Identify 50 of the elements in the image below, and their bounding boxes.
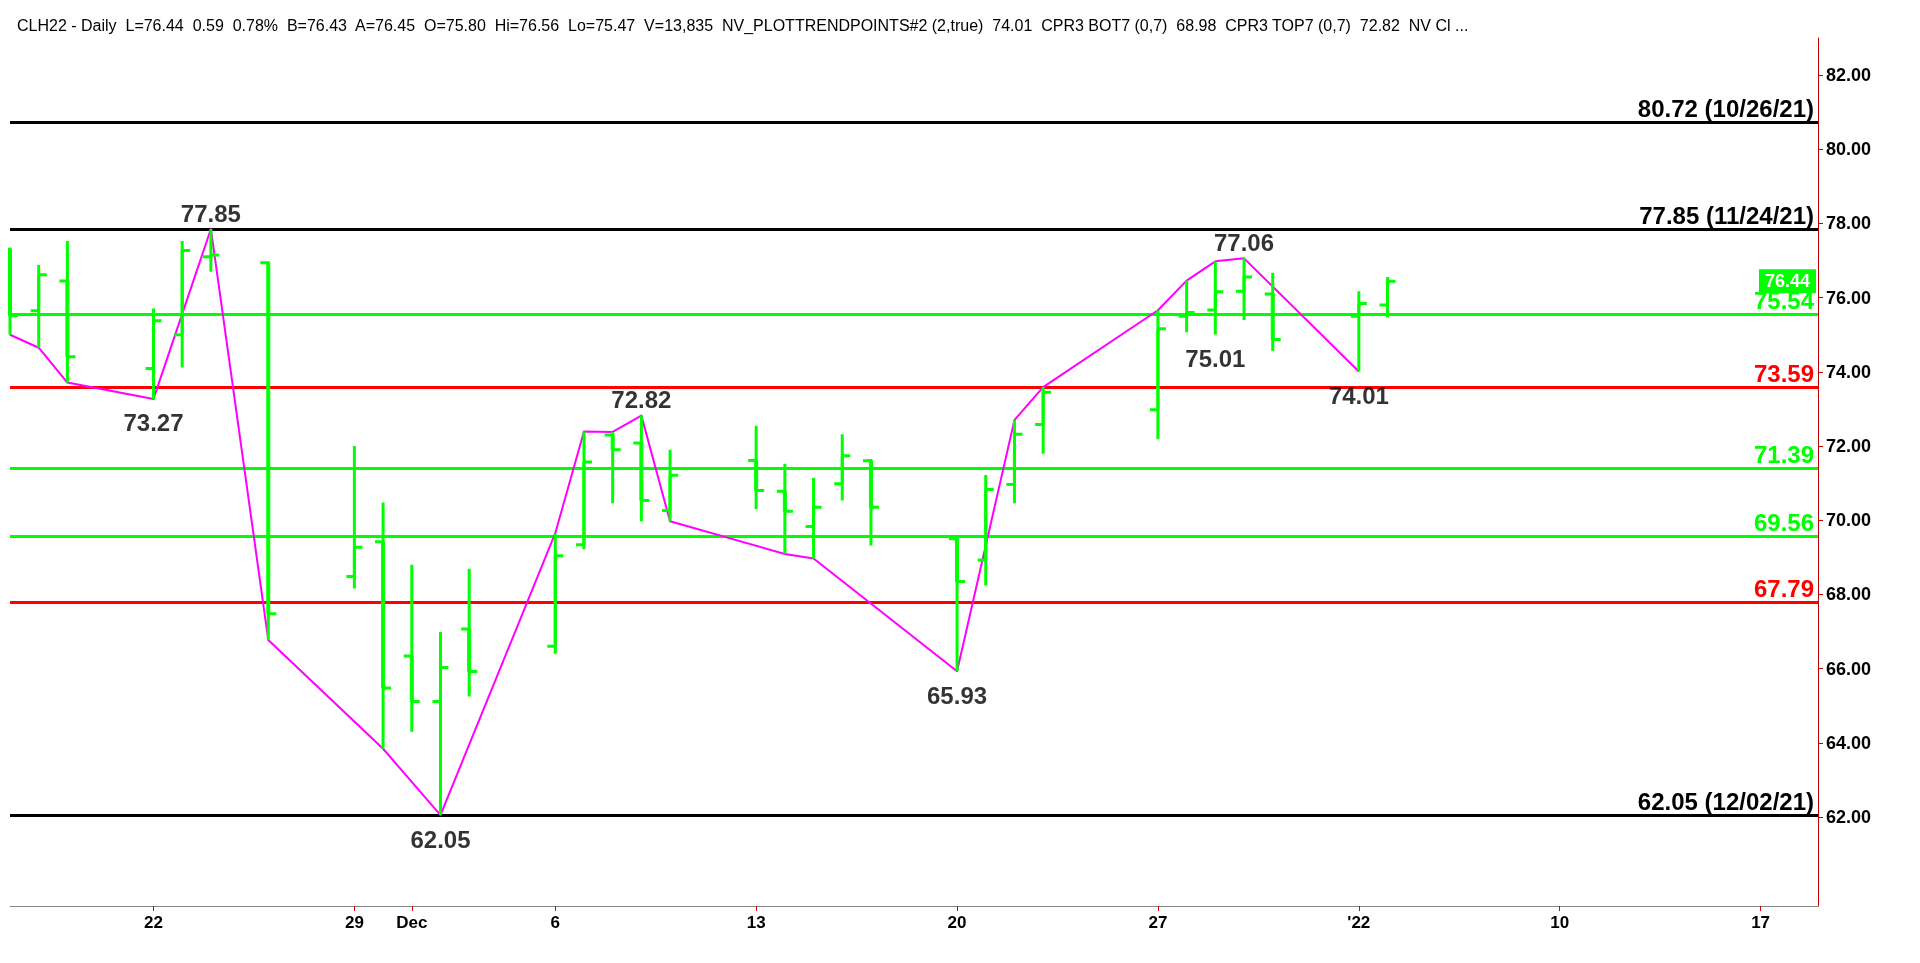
y-tick-label: 80.00 <box>1826 139 1872 160</box>
ref-line-label: 73.59 <box>1753 359 1814 387</box>
x-tick-label: 22 <box>144 913 163 932</box>
candlestick <box>1004 418 1024 505</box>
y-tick-label: 78.00 <box>1826 213 1872 234</box>
x-tick-label: 29 <box>344 913 364 932</box>
candlestick <box>57 239 77 385</box>
x-tick-label: '22 <box>1347 913 1371 932</box>
x-tick-label: 10 <box>1550 913 1570 932</box>
candlestick <box>430 630 450 817</box>
annotation: 76.44 <box>1764 271 1810 292</box>
candlestick <box>172 239 192 369</box>
annotation: 65.93 <box>927 681 988 709</box>
y-tick-label: 74.00 <box>1826 361 1872 382</box>
annotation: 77.06 <box>1214 228 1275 256</box>
y-tick-label: 76.00 <box>1826 287 1872 308</box>
y-tick-label: 64.00 <box>1826 732 1872 753</box>
ref-line-label: 77.85 (11/24/21) <box>1639 201 1814 229</box>
ref-line-label: 67.79 <box>1753 574 1814 602</box>
y-tick-label: 72.00 <box>1826 436 1872 457</box>
candlestick <box>832 432 852 503</box>
annotation: 72.82 <box>611 386 672 414</box>
candlestick <box>574 430 594 551</box>
x-tick-label: 13 <box>746 913 766 932</box>
x-tick-label: 27 <box>1148 913 1168 932</box>
y-tick-label: 82.00 <box>1826 65 1872 86</box>
ref-line-label: 69.56 <box>1753 509 1814 537</box>
ref-line-label: 80.72 (10/26/21) <box>1637 95 1814 123</box>
ref-line-label: 62.05 (12/02/21) <box>1637 787 1814 815</box>
annotation: 75.01 <box>1185 344 1246 372</box>
x-tick-label: Dec <box>396 913 428 932</box>
x-tick-label: 6 <box>550 913 560 932</box>
y-tick-label: 68.00 <box>1826 584 1872 605</box>
candlestick <box>976 473 996 588</box>
y-tick-label: 70.00 <box>1826 510 1872 531</box>
annotation: 62.05 <box>410 825 471 853</box>
ref-line-label: 71.39 <box>1753 441 1814 469</box>
annotation: 74.01 <box>1328 381 1389 409</box>
annotation: 77.85 <box>180 199 241 227</box>
annotation: 73.27 <box>123 409 184 437</box>
candlestick <box>1033 385 1053 456</box>
chart-title: CLH22 - Daily L=76.44 0.59 0.78% B=76.43 A=76.45 O=75.80 Hi=76.56 Lo=75.47 V=13,835 NV_PLOTTRENDPOINTS#2 (2,true) 74.01 CPR3 BOT7 (0,7) 68.98 CPR3 TOP7 (0,7) 72.82 NV Cl ... <box>17 16 1469 35</box>
candlestick <box>631 414 651 523</box>
y-tick-label: 62.00 <box>1826 806 1872 827</box>
candlestick <box>459 567 479 698</box>
candlestick <box>402 563 422 734</box>
y-tick-label: 66.00 <box>1826 658 1872 679</box>
candlestick <box>201 227 221 274</box>
x-tick-label: 20 <box>947 913 967 932</box>
x-tick-label: 17 <box>1751 913 1771 932</box>
